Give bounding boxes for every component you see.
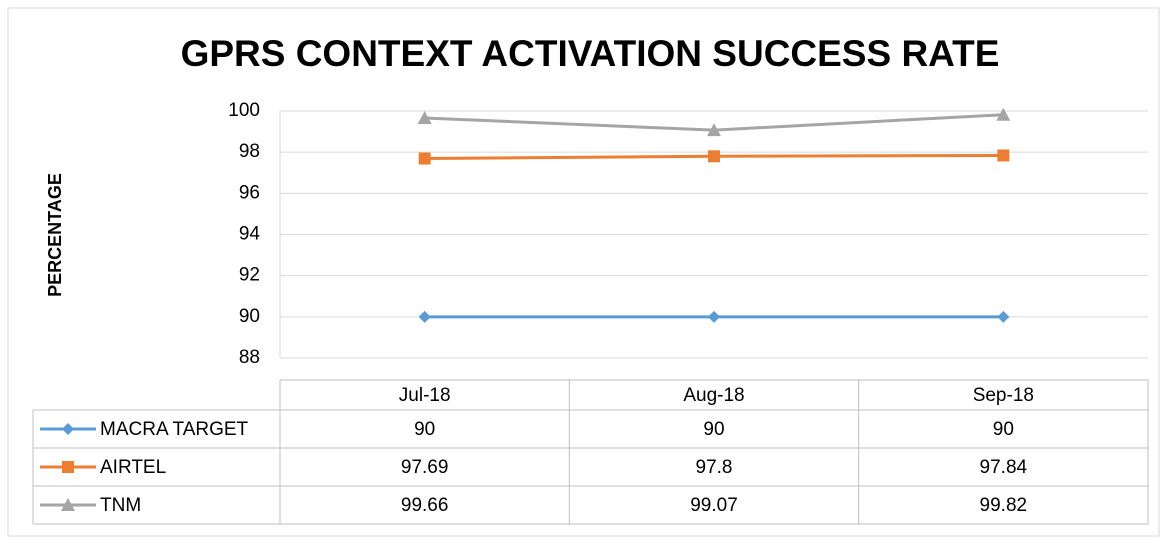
legend-label: TNM (100, 495, 141, 516)
y-axis-label: PERCENTAGE (45, 173, 65, 297)
marker (61, 498, 75, 511)
marker (707, 123, 721, 137)
legend-label: AIRTEL (100, 457, 166, 478)
marker (62, 461, 74, 473)
y-tick-label: 90 (239, 306, 260, 327)
marker (997, 149, 1010, 162)
table-value: 97.8 (696, 457, 733, 478)
marker (417, 110, 432, 124)
marker (418, 152, 431, 165)
x-tick-label: Aug-18 (683, 385, 744, 406)
marker (996, 107, 1011, 121)
x-tick-label: Jul-18 (399, 385, 451, 406)
table-value: 99.07 (690, 495, 738, 516)
table-value: 90 (414, 419, 435, 440)
marker (708, 150, 720, 163)
table-value: 90 (993, 419, 1014, 440)
legend-label: MACRA TARGET (100, 419, 249, 440)
y-tick-label: 100 (228, 100, 260, 121)
y-tick-label: 96 (239, 182, 260, 203)
table-value: 97.69 (401, 457, 449, 478)
table-value: 97.84 (980, 457, 1028, 478)
y-tick-label: 94 (239, 224, 261, 245)
marker (997, 310, 1010, 323)
y-tick-label: 88 (239, 347, 260, 368)
x-tick-label: Sep-18 (973, 385, 1034, 406)
chart-frame (7, 7, 1160, 537)
table-value: 99.66 (401, 495, 449, 516)
marker (708, 310, 720, 323)
y-tick-label: 98 (239, 141, 260, 162)
table-value: 99.82 (980, 495, 1028, 516)
y-tick-label: 92 (239, 265, 260, 286)
table-value: 90 (703, 419, 724, 440)
marker (62, 423, 74, 435)
marker (418, 310, 431, 323)
chart-title: GPRS CONTEXT ACTIVATION SUCCESS RATE (181, 33, 1000, 74)
